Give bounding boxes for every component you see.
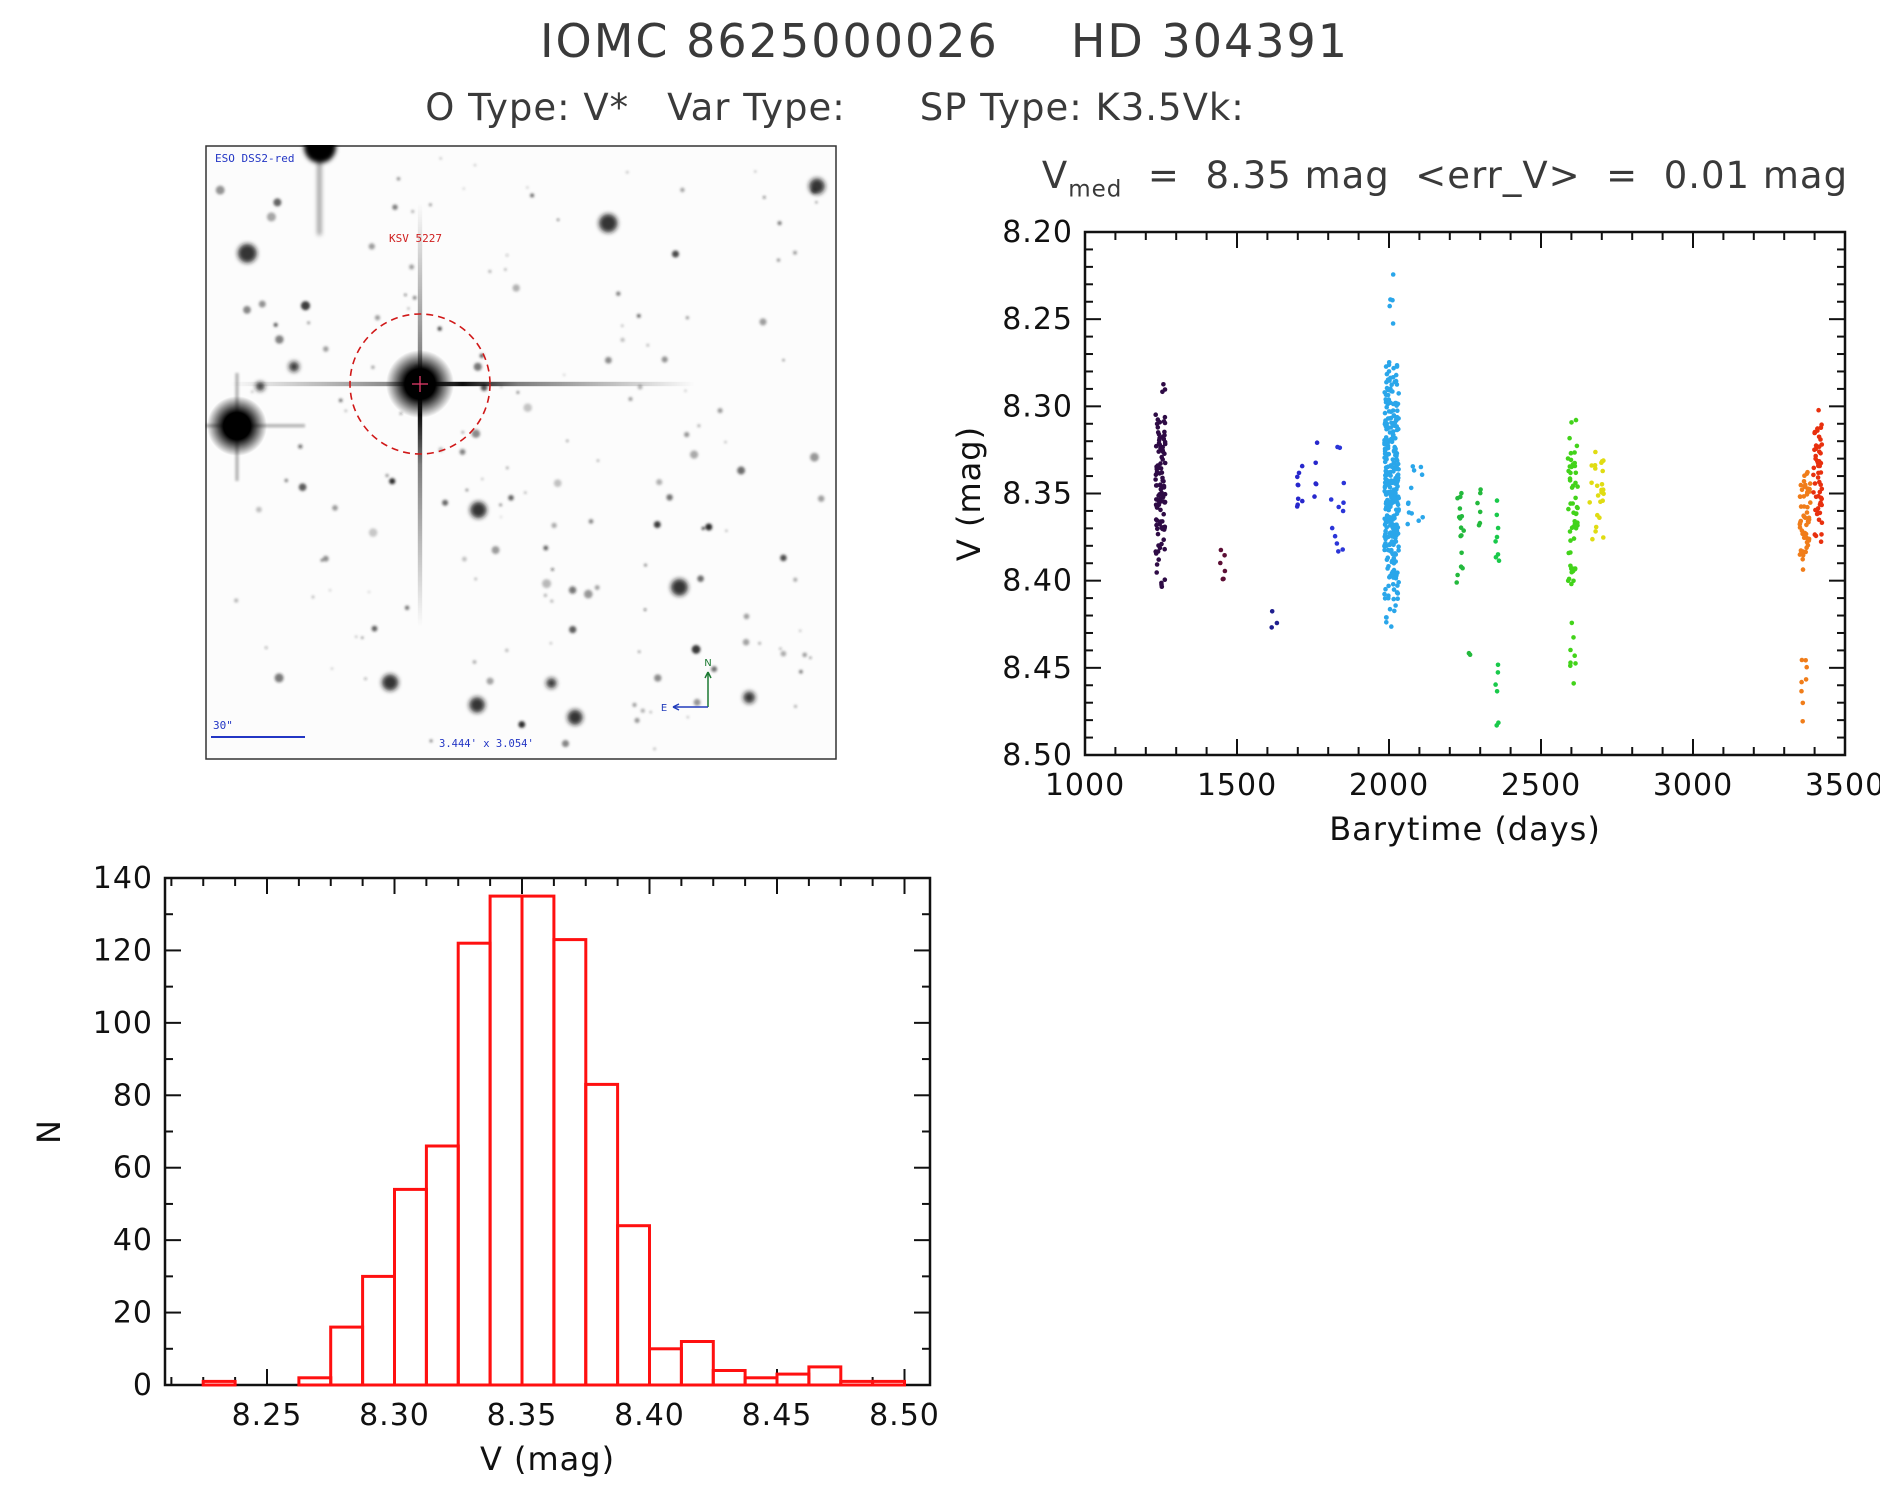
svg-text:8.45: 8.45 <box>742 1398 813 1433</box>
svg-text:100: 100 <box>93 1006 153 1041</box>
svg-text:8.20: 8.20 <box>1002 215 1073 250</box>
spectral-type-label: SP Type: K3.5Vk: <box>919 86 1245 129</box>
top-bright-star <box>304 145 336 235</box>
axes-frame: 1000 1500 2000 2500 3000 3500 8.20 8.25 8.30 8.35… <box>950 215 1880 848</box>
survey-label: ESO DSS2-red <box>215 152 294 165</box>
svg-text:8.35: 8.35 <box>487 1398 558 1433</box>
svg-text:V (mag): V (mag) <box>950 426 988 561</box>
magnitude-histogram: 8.25 8.30 8.35 8.40 8.45 8.50 0 20 40 60 80 100 120 1… <box>30 861 940 1478</box>
histogram-bars <box>201 894 906 1387</box>
object-type-label: O Type: V* <box>425 86 630 129</box>
page-title: IOMC 8625000026 HD 304391 <box>0 14 1889 68</box>
compass-icon: NE <box>661 658 712 714</box>
vmed-symbol: V <box>1041 154 1069 197</box>
lightcurve-points <box>1153 272 1825 728</box>
svg-text:8.35: 8.35 <box>1002 477 1073 512</box>
svg-text:N: N <box>30 1119 68 1144</box>
lightcurve-title: Vmed = 8.35 mag <err_V> = 0.01 mag <box>1010 154 1880 202</box>
svg-text:3500: 3500 <box>1805 768 1880 803</box>
svg-text:2500: 2500 <box>1501 768 1581 803</box>
page-subtitle: O Type: V* Var Type: SP Type: K3.5Vk: <box>0 86 1670 129</box>
svg-text:8.25: 8.25 <box>1002 302 1073 337</box>
svg-text:8.50: 8.50 <box>869 1398 940 1433</box>
svg-text:V (mag): V (mag) <box>480 1440 615 1478</box>
source-id: IOMC 8625000026 <box>539 14 999 68</box>
variability-type-label: Var Type: <box>667 86 846 129</box>
svg-text:8.25: 8.25 <box>232 1398 303 1433</box>
svg-text:8.40: 8.40 <box>1002 564 1073 599</box>
svg-text:8.30: 8.30 <box>359 1398 430 1433</box>
vmed-subscript: med <box>1068 176 1123 203</box>
svg-text:8.45: 8.45 <box>1002 651 1073 686</box>
target-marker <box>349 313 491 455</box>
svg-text:8.50: 8.50 <box>1002 738 1073 773</box>
svg-text:1500: 1500 <box>1197 768 1277 803</box>
svg-text:1000: 1000 <box>1045 768 1125 803</box>
svg-text:120: 120 <box>93 933 153 968</box>
axes-frame: 8.25 8.30 8.35 8.40 8.45 8.50 0 20 40 60 80 100 120 1… <box>30 861 940 1478</box>
scalebar-label: 30" <box>213 719 233 732</box>
svg-text:2000: 2000 <box>1349 768 1429 803</box>
fov-label: 3.444' x 3.054' <box>439 738 534 750</box>
secondary-bright-star <box>205 373 305 481</box>
lightcurve-plot: 1000 1500 2000 2500 3000 3500 8.20 8.25 8.30 8.35… <box>950 215 1880 848</box>
svg-text:Barytime (days): Barytime (days) <box>1329 810 1601 848</box>
svg-text:E: E <box>661 703 667 714</box>
star-name: HD 304391 <box>1070 14 1350 68</box>
target-name-label: KSV 5227 <box>389 232 442 245</box>
svg-text:3000: 3000 <box>1653 768 1733 803</box>
svg-text:0: 0 <box>133 1368 153 1403</box>
svg-text:80: 80 <box>113 1078 153 1113</box>
svg-text:N: N <box>704 658 711 669</box>
svg-text:8.30: 8.30 <box>1002 389 1073 424</box>
svg-text:60: 60 <box>113 1151 153 1186</box>
svg-text:20: 20 <box>113 1296 153 1331</box>
svg-text:8.40: 8.40 <box>614 1398 685 1433</box>
vmed-values: = 8.35 mag <err_V> = 0.01 mag <box>1122 154 1849 197</box>
svg-text:140: 140 <box>93 861 153 896</box>
bright-field-stars <box>237 178 825 725</box>
svg-text:40: 40 <box>113 1223 153 1258</box>
